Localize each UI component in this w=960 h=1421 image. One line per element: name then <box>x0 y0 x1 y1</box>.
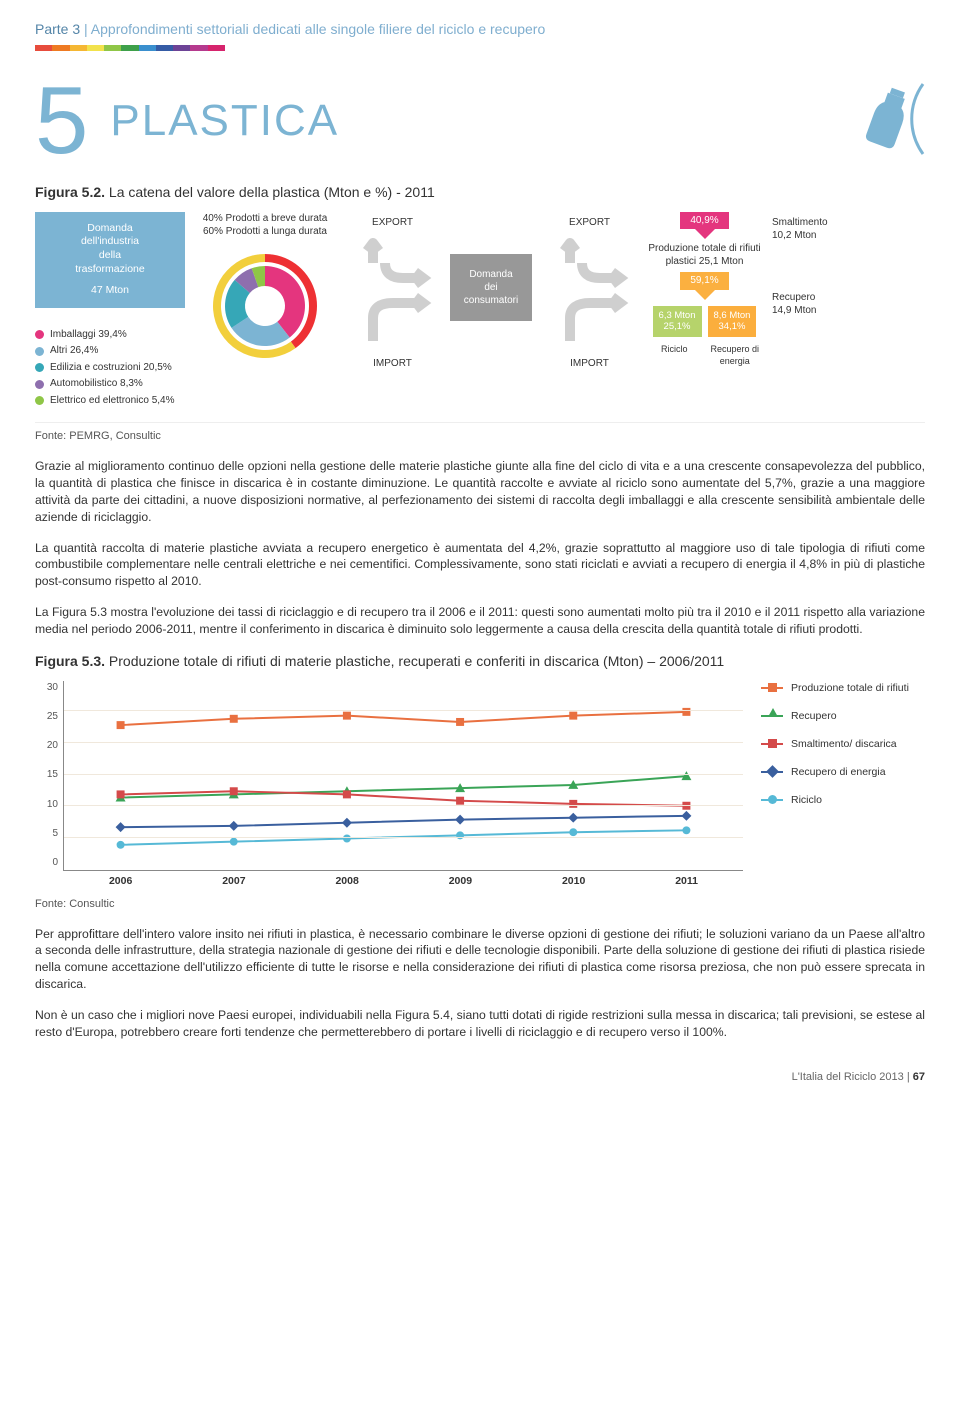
y-axis: 302520151050 <box>36 681 58 870</box>
fig53-source: Fonte: Consultic <box>35 897 925 912</box>
legend-item: Imballaggi 39,4% <box>35 328 185 342</box>
legend-item: Produzione totale di rifiuti <box>761 681 909 695</box>
chapter-number: 5 <box>35 73 88 169</box>
two-mini-boxes: 6,3 Mton 25,1% 8,6 Mton 34,1% <box>647 306 762 337</box>
rainbow-divider <box>35 45 225 51</box>
consumer-demand-column: Domanda dei consumatori <box>450 212 532 321</box>
fig52-source: Fonte: PEMRG, Consultic <box>35 429 925 444</box>
chart-series <box>64 681 743 870</box>
consumer-demand-box: Domanda dei consumatori <box>450 254 532 321</box>
fig52-title: Figura 5.2. La catena del valore della p… <box>35 183 925 202</box>
flow-column-2: EXPORT IMPORT <box>542 212 637 371</box>
fig53-legend: Produzione totale di rifiuti Recupero Smal… <box>761 681 909 871</box>
industry-column: Domanda dell'industria della trasformazi… <box>35 212 185 411</box>
body-paragraph-4: Per approfittare dell'intero valore insi… <box>35 926 925 993</box>
page-footer: L'Italia del Riciclo 2013 | 67 <box>35 1070 925 1085</box>
figure-5-2: Domanda dell'industria della trasformazi… <box>35 212 925 424</box>
x-axis: 200620072008200920102011 <box>64 874 743 888</box>
flow-arrows-icon <box>550 233 630 348</box>
legend-item: Recupero di energia <box>761 765 909 779</box>
legend-item: Riciclo <box>761 793 909 807</box>
mini-box-recupero: 8,6 Mton 34,1% <box>708 306 757 337</box>
legend-item: Automobilistico 8,3% <box>35 377 185 391</box>
legend-item: Smaltimento/ discarica <box>761 737 909 751</box>
donut-column: 40% Prodotti a breve durata 60% Prodotti… <box>195 212 335 371</box>
line-chart: 302520151050 200620072008200920102011 <box>63 681 743 871</box>
part-label: Parte 3 <box>35 21 80 37</box>
mini-box-riciclo: 6,3 Mton 25,1% <box>653 306 702 337</box>
part-desc: Approfondimenti settoriali dedicati alle… <box>91 21 545 37</box>
flow-arrows-icon <box>353 233 433 348</box>
legend-item: Altri 26,4% <box>35 344 185 358</box>
body-paragraph-1: Grazie al miglioramento continuo delle o… <box>35 458 925 525</box>
section-header: Parte 3 | Approfondimenti settoriali ded… <box>35 20 925 39</box>
chapter-title: PLASTICA <box>110 91 339 150</box>
body-paragraph-5: Non è un caso che i migliori nove Paesi … <box>35 1007 925 1041</box>
pct-mid-arrow: 59,1% <box>647 272 762 300</box>
body-paragraph-2: La quantità raccolta di materie plastich… <box>35 540 925 590</box>
legend-item: Elettrico ed elettronico 5,4% <box>35 394 185 408</box>
chapter-row: 5 PLASTICA <box>35 73 925 169</box>
bottle-icon <box>835 79 925 164</box>
flow-column-1: EXPORT IMPORT <box>345 212 440 371</box>
smaltimento-column: Smaltimento 10,2 Mton Recupero 14,9 Mton <box>772 212 872 318</box>
fig53-title: Figura 5.3. Produzione totale di rifiuti… <box>35 652 925 671</box>
pct-top-arrow: 40,9% <box>647 212 762 240</box>
figure-5-3: 302520151050 200620072008200920102011 Pr… <box>35 681 925 871</box>
donut-chart <box>205 246 325 366</box>
production-column: 40,9% Produzione totale di rifiuti plast… <box>647 212 762 367</box>
legend-item: Edilizia e costruzioni 20,5% <box>35 361 185 375</box>
mini-labels: Riciclo Recupero di energia <box>647 343 762 367</box>
legend-item: Recupero <box>761 709 909 723</box>
fig52-legend: Imballaggi 39,4% Altri 26,4% Edilizia e co… <box>35 328 185 408</box>
industry-demand-box: Domanda dell'industria della trasformazi… <box>35 212 185 308</box>
body-paragraph-3: La Figura 5.3 mostra l'evoluzione dei ta… <box>35 604 925 638</box>
